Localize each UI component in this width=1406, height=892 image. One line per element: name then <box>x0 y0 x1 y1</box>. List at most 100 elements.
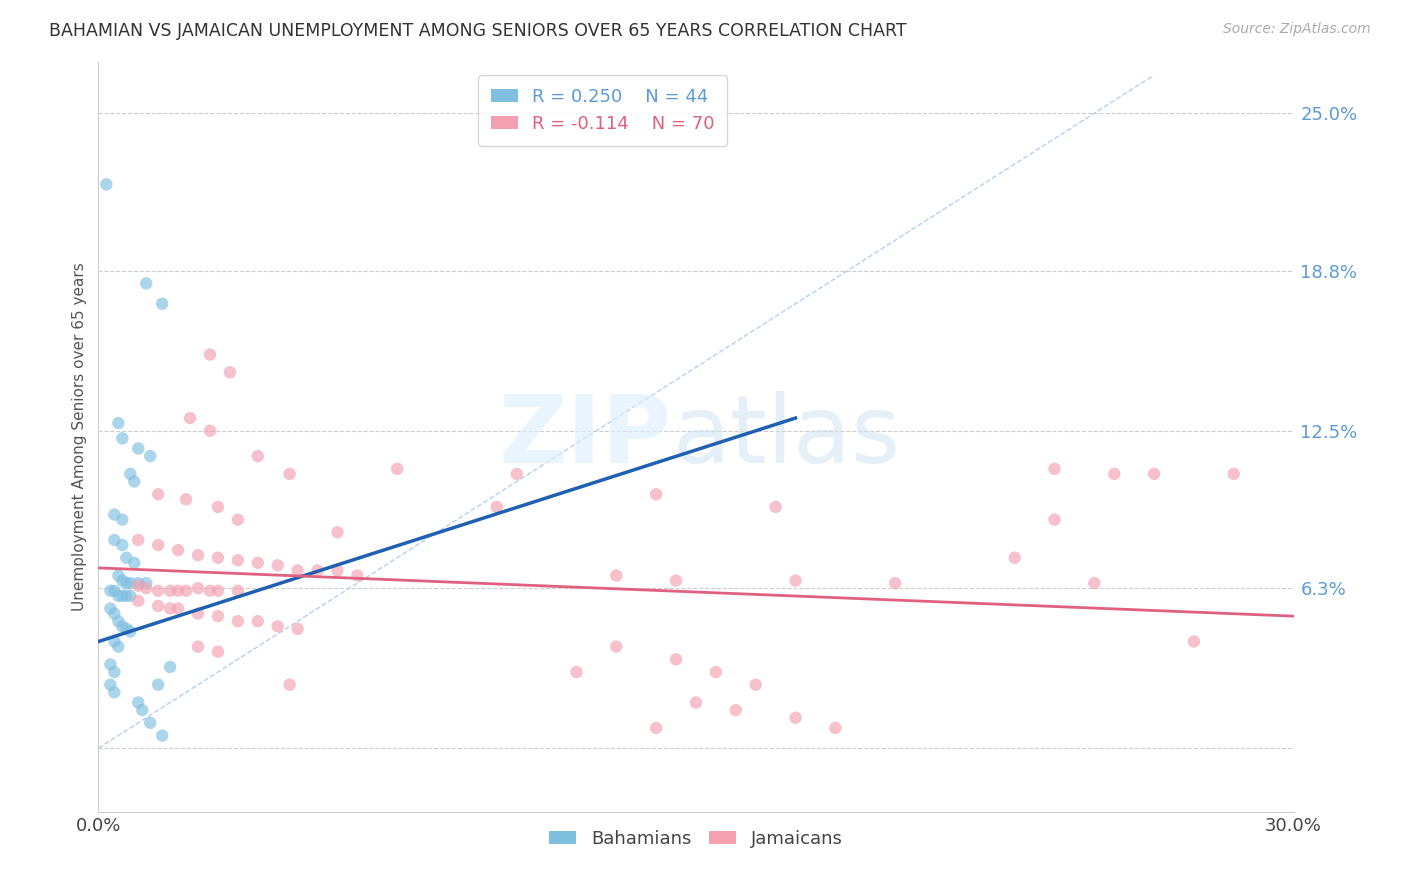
Point <box>685 696 707 710</box>
Point <box>111 513 134 527</box>
Point <box>1182 634 1205 648</box>
Point <box>174 583 197 598</box>
Point <box>326 563 349 577</box>
Point <box>187 640 209 654</box>
Point <box>148 583 170 598</box>
Point <box>111 431 134 445</box>
Point <box>278 467 301 481</box>
Point <box>765 500 787 514</box>
Point <box>226 614 249 628</box>
Legend: Bahamians, Jamaicans: Bahamians, Jamaicans <box>543 822 849 855</box>
Point <box>207 609 229 624</box>
Point <box>198 347 221 361</box>
Point <box>139 715 162 730</box>
Point <box>167 583 190 598</box>
Point <box>1043 462 1066 476</box>
Point <box>131 703 153 717</box>
Text: Source: ZipAtlas.com: Source: ZipAtlas.com <box>1223 22 1371 37</box>
Text: ZIP: ZIP <box>499 391 672 483</box>
Point <box>267 558 290 573</box>
Point <box>1143 467 1166 481</box>
Point <box>127 594 149 608</box>
Point <box>198 424 221 438</box>
Point <box>115 576 138 591</box>
Point <box>127 696 149 710</box>
Point <box>148 487 170 501</box>
Point <box>187 607 209 621</box>
Point <box>1004 550 1026 565</box>
Point <box>103 685 125 699</box>
Point <box>745 678 768 692</box>
Point <box>115 550 138 565</box>
Point <box>645 721 668 735</box>
Point <box>111 538 134 552</box>
Point <box>127 579 149 593</box>
Point <box>287 563 309 577</box>
Point <box>98 583 122 598</box>
Point <box>167 543 190 558</box>
Point <box>148 678 170 692</box>
Point <box>103 508 125 522</box>
Point <box>207 500 229 514</box>
Point <box>785 574 807 588</box>
Text: BAHAMIAN VS JAMAICAN UNEMPLOYMENT AMONG SENIORS OVER 65 YEARS CORRELATION CHART: BAHAMIAN VS JAMAICAN UNEMPLOYMENT AMONG … <box>49 22 907 40</box>
Point <box>1223 467 1246 481</box>
Point <box>226 553 249 567</box>
Point <box>246 614 269 628</box>
Point <box>120 467 142 481</box>
Point <box>605 640 627 654</box>
Point <box>246 449 269 463</box>
Point <box>150 297 173 311</box>
Point <box>246 556 269 570</box>
Point <box>187 581 209 595</box>
Point <box>485 500 508 514</box>
Point <box>565 665 588 679</box>
Point <box>1043 513 1066 527</box>
Point <box>785 711 807 725</box>
Point <box>307 563 329 577</box>
Point <box>824 721 846 735</box>
Point <box>278 678 301 692</box>
Point <box>150 729 173 743</box>
Point <box>665 574 688 588</box>
Point <box>884 576 907 591</box>
Point <box>107 589 129 603</box>
Point <box>124 475 146 489</box>
Point <box>385 462 409 476</box>
Point <box>127 533 149 547</box>
Point <box>159 583 181 598</box>
Y-axis label: Unemployment Among Seniors over 65 years: Unemployment Among Seniors over 65 years <box>72 263 87 611</box>
Point <box>103 665 125 679</box>
Point <box>605 568 627 582</box>
Point <box>127 576 149 591</box>
Point <box>665 652 688 666</box>
Point <box>207 550 229 565</box>
Point <box>103 607 125 621</box>
Point <box>148 538 170 552</box>
Point <box>115 622 138 636</box>
Point <box>107 614 129 628</box>
Point <box>159 601 181 615</box>
Point <box>120 624 142 639</box>
Point <box>179 411 201 425</box>
Point <box>148 599 170 613</box>
Point <box>326 525 349 540</box>
Point <box>135 576 157 591</box>
Point <box>226 583 249 598</box>
Point <box>159 660 181 674</box>
Point <box>107 640 129 654</box>
Point <box>98 657 122 672</box>
Point <box>107 568 129 582</box>
Point <box>167 601 190 615</box>
Point <box>103 533 125 547</box>
Point <box>287 622 309 636</box>
Point <box>645 487 668 501</box>
Point <box>506 467 529 481</box>
Point <box>226 513 249 527</box>
Point <box>111 589 134 603</box>
Point <box>111 574 134 588</box>
Point <box>1104 467 1126 481</box>
Point <box>103 634 125 648</box>
Point <box>124 556 146 570</box>
Point <box>120 576 142 591</box>
